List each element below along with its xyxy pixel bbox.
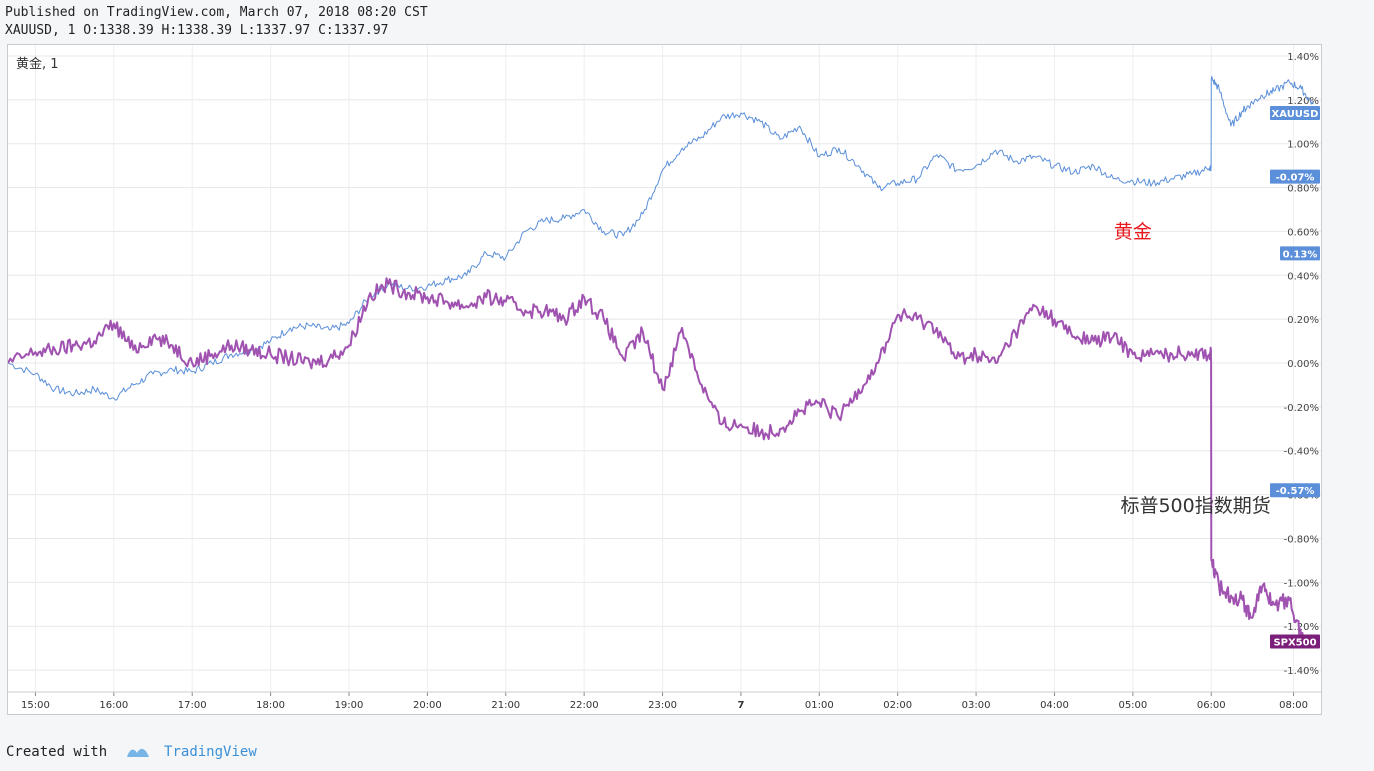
x-tick-label: 06:00 xyxy=(1197,700,1226,711)
chart-annotation: 标普500指数期货 xyxy=(1120,495,1270,517)
y-tick-label: -1.20% xyxy=(1284,622,1319,633)
price-badge-label: -0.07% xyxy=(1276,173,1315,184)
published-line: Published on TradingView.com, March 07, … xyxy=(5,5,428,20)
price-badge xyxy=(1270,105,1320,120)
price-badge xyxy=(1270,169,1320,184)
price-badge-label: -0.57% xyxy=(1276,486,1315,497)
price-badge xyxy=(1270,634,1320,649)
y-tick-label: -0.40% xyxy=(1284,447,1319,458)
y-tick-label: 0.80% xyxy=(1287,184,1319,195)
chart-svg: 1.40% 1.20% 1.00% 0.80% 0.60% 0.40% 0.20% 0.00%… xyxy=(8,45,1321,711)
x-tick-label: 17:00 xyxy=(178,700,207,711)
pane-label: 黄金, 1 xyxy=(16,56,59,72)
price-badge xyxy=(1270,483,1320,498)
x-tick-label: 15:00 xyxy=(21,700,50,711)
x-tick-label: 18:00 xyxy=(256,700,285,711)
y-tick-label: -0.80% xyxy=(1284,534,1319,545)
tradingview-logo-icon xyxy=(126,748,149,757)
x-tick-label: 22:00 xyxy=(570,700,599,711)
y-tick-label: 0.00% xyxy=(1287,359,1319,370)
x-tick-label: 21:00 xyxy=(491,700,520,711)
y-tick-label: -1.40% xyxy=(1284,666,1319,677)
x-tick-label: 7 xyxy=(737,700,744,711)
x-tick-label: 08:00 xyxy=(1279,700,1308,711)
x-tick-label: 19:00 xyxy=(335,700,364,711)
x-tick-label: 05:00 xyxy=(1118,700,1147,711)
x-tick-label: 23:00 xyxy=(648,700,677,711)
ohlc-line: XAUUSD, 1 O:1338.39 H:1338.39 L:1337.97 … xyxy=(5,23,389,38)
footer: Created with TradingView xyxy=(6,744,257,760)
price-badge-label: SPX500 xyxy=(1273,638,1316,649)
y-tick-label: -1.00% xyxy=(1284,578,1319,589)
y-tick-label: 1.00% xyxy=(1287,140,1319,151)
x-tick-label: 02:00 xyxy=(883,700,912,711)
x-tick-label: 20:00 xyxy=(413,700,442,711)
y-tick-label: 0.20% xyxy=(1287,315,1319,326)
x-tick-label: 16:00 xyxy=(99,700,128,711)
x-tick-label: 04:00 xyxy=(1040,700,1069,711)
price-badge-label: 0.13% xyxy=(1283,249,1318,260)
x-tick-label: 01:00 xyxy=(805,700,834,711)
y-tick-label: 1.20% xyxy=(1287,96,1319,107)
series-line-spx500 xyxy=(8,277,1315,647)
y-tick-label: -0.20% xyxy=(1284,403,1319,414)
created-with-text: Created with xyxy=(6,744,108,760)
y-tick-label: 0.40% xyxy=(1287,271,1319,282)
price-badge-label: XAUUSD xyxy=(1272,109,1319,120)
y-tick-label: 0.60% xyxy=(1287,227,1319,238)
tradingview-brand-link[interactable]: TradingView xyxy=(164,744,257,760)
chart-annotation: 黄金 xyxy=(1114,221,1152,243)
y-tick-label: 1.40% xyxy=(1287,52,1319,63)
price-badge xyxy=(1280,246,1320,261)
chart-pane[interactable]: 1.40% 1.20% 1.00% 0.80% 0.60% 0.40% 0.20% 0.00%… xyxy=(7,44,1322,715)
x-tick-label: 03:00 xyxy=(962,700,991,711)
